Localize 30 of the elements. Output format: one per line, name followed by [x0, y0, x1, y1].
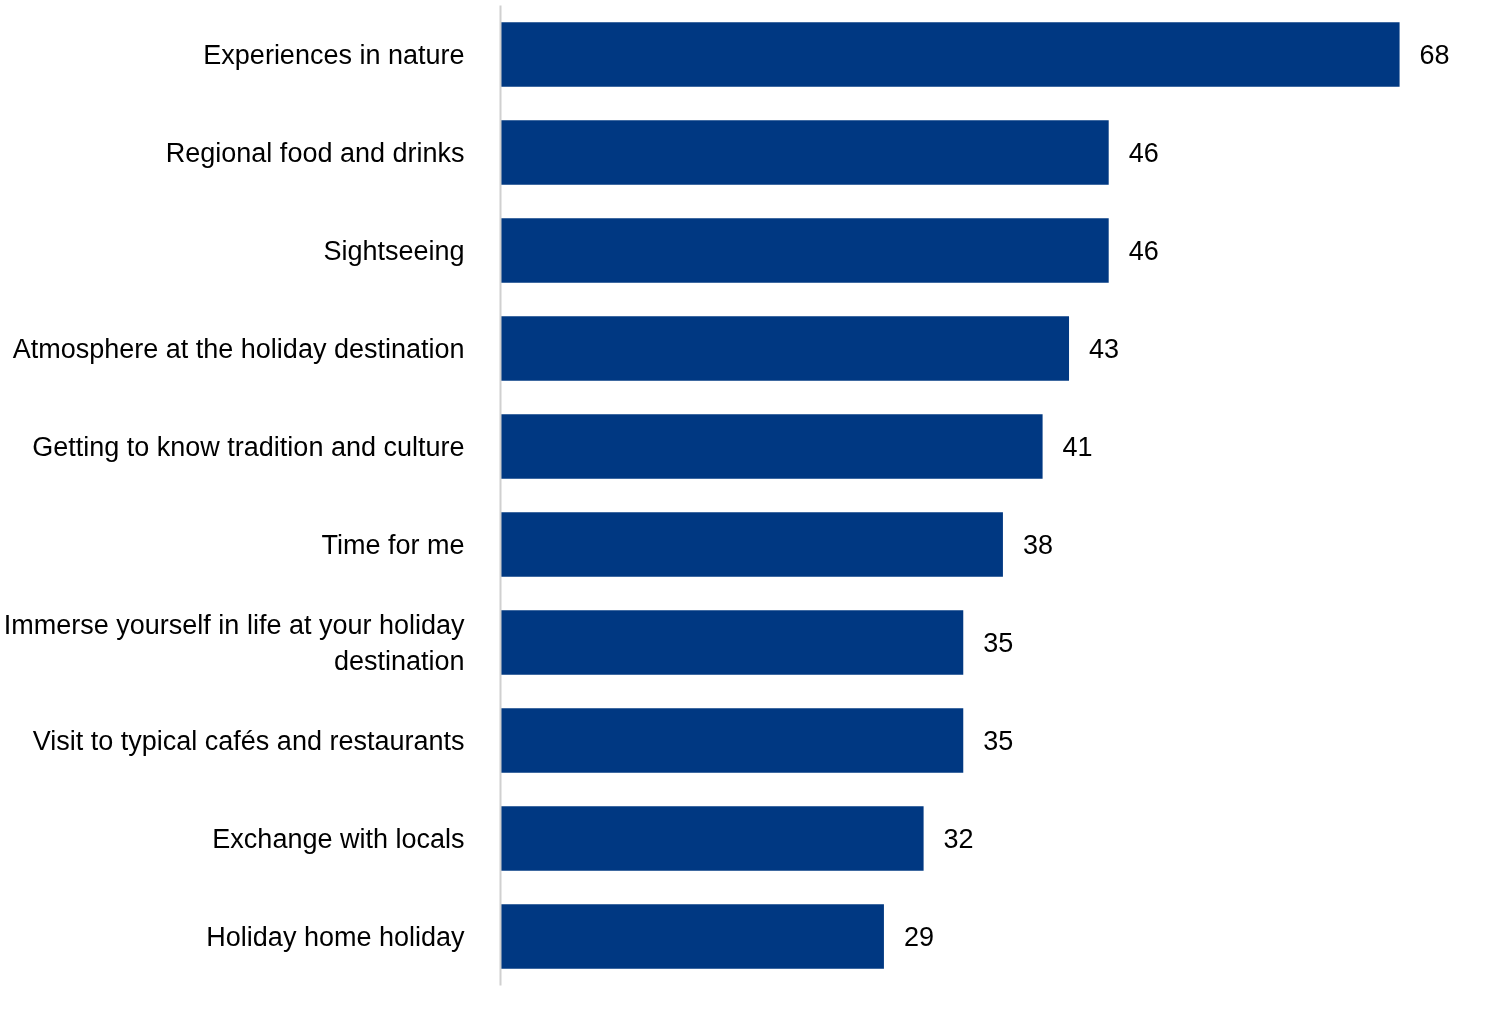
- data-label: 68: [1419, 40, 1450, 70]
- bar: [500, 904, 884, 969]
- bar: [500, 512, 1003, 577]
- y-tick-label: Time for me: [321, 529, 465, 560]
- data-label: 35: [983, 628, 1014, 658]
- y-tick-label: Regional food and drinks: [165, 137, 465, 168]
- data-label: 32: [943, 824, 974, 854]
- bar: [500, 414, 1043, 479]
- bar: [500, 610, 964, 675]
- bar: [500, 806, 924, 871]
- data-label: 46: [1128, 236, 1159, 266]
- y-tick-label: Getting to know tradition and culture: [32, 431, 465, 462]
- y-tick-label: Holiday home holiday: [206, 921, 465, 952]
- bar: [500, 22, 1400, 87]
- data-label: 46: [1128, 138, 1159, 168]
- bar: [500, 120, 1109, 185]
- y-tick-label: Sightseeing: [323, 235, 465, 266]
- y-tick-label: Atmosphere at the holiday destination: [12, 333, 465, 364]
- data-label: 29: [903, 922, 934, 952]
- y-tick-label: Exchange with locals: [212, 823, 465, 854]
- data-label: 41: [1062, 432, 1093, 462]
- data-label: 35: [983, 726, 1014, 756]
- data-label: 43: [1089, 334, 1120, 364]
- y-tick-label: Visit to typical cafés and restaurants: [32, 725, 465, 756]
- data-label: 38: [1022, 530, 1053, 560]
- y-tick-label: Immerse yourself in life at your holiday destination: [3, 609, 465, 676]
- bar: [500, 708, 964, 773]
- bar: [500, 316, 1070, 381]
- bar: [500, 218, 1109, 283]
- y-tick-label: Experiences in nature: [203, 39, 465, 70]
